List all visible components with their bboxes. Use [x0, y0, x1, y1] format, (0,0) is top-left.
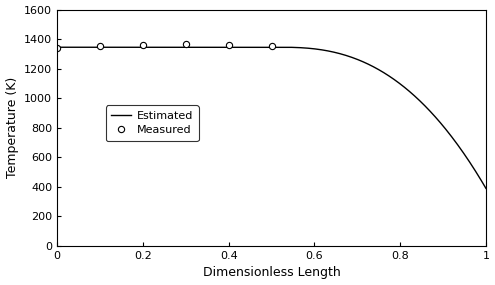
Estimated — [473, 170, 479, 173]
Estimated — [260, 46, 266, 49]
Estimated — [54, 46, 60, 49]
Estimated — [309, 47, 315, 50]
Line: Estimated: Estimated — [57, 47, 486, 188]
Measured — [140, 43, 146, 47]
X-axis label: Dimensionless Length: Dimensionless Length — [202, 266, 341, 280]
Measured — [269, 44, 275, 48]
Legend: Estimated, Measured: Estimated, Measured — [105, 105, 198, 141]
Estimated — [483, 187, 489, 190]
Estimated — [405, 89, 411, 92]
Measured — [97, 44, 103, 48]
Estimated — [258, 46, 264, 49]
Y-axis label: Temperature (K): Temperature (K) — [5, 77, 18, 178]
Measured — [226, 43, 232, 47]
Measured — [54, 46, 60, 50]
Estimated — [286, 46, 292, 49]
Measured — [183, 42, 189, 46]
Line: Measured: Measured — [54, 41, 275, 51]
